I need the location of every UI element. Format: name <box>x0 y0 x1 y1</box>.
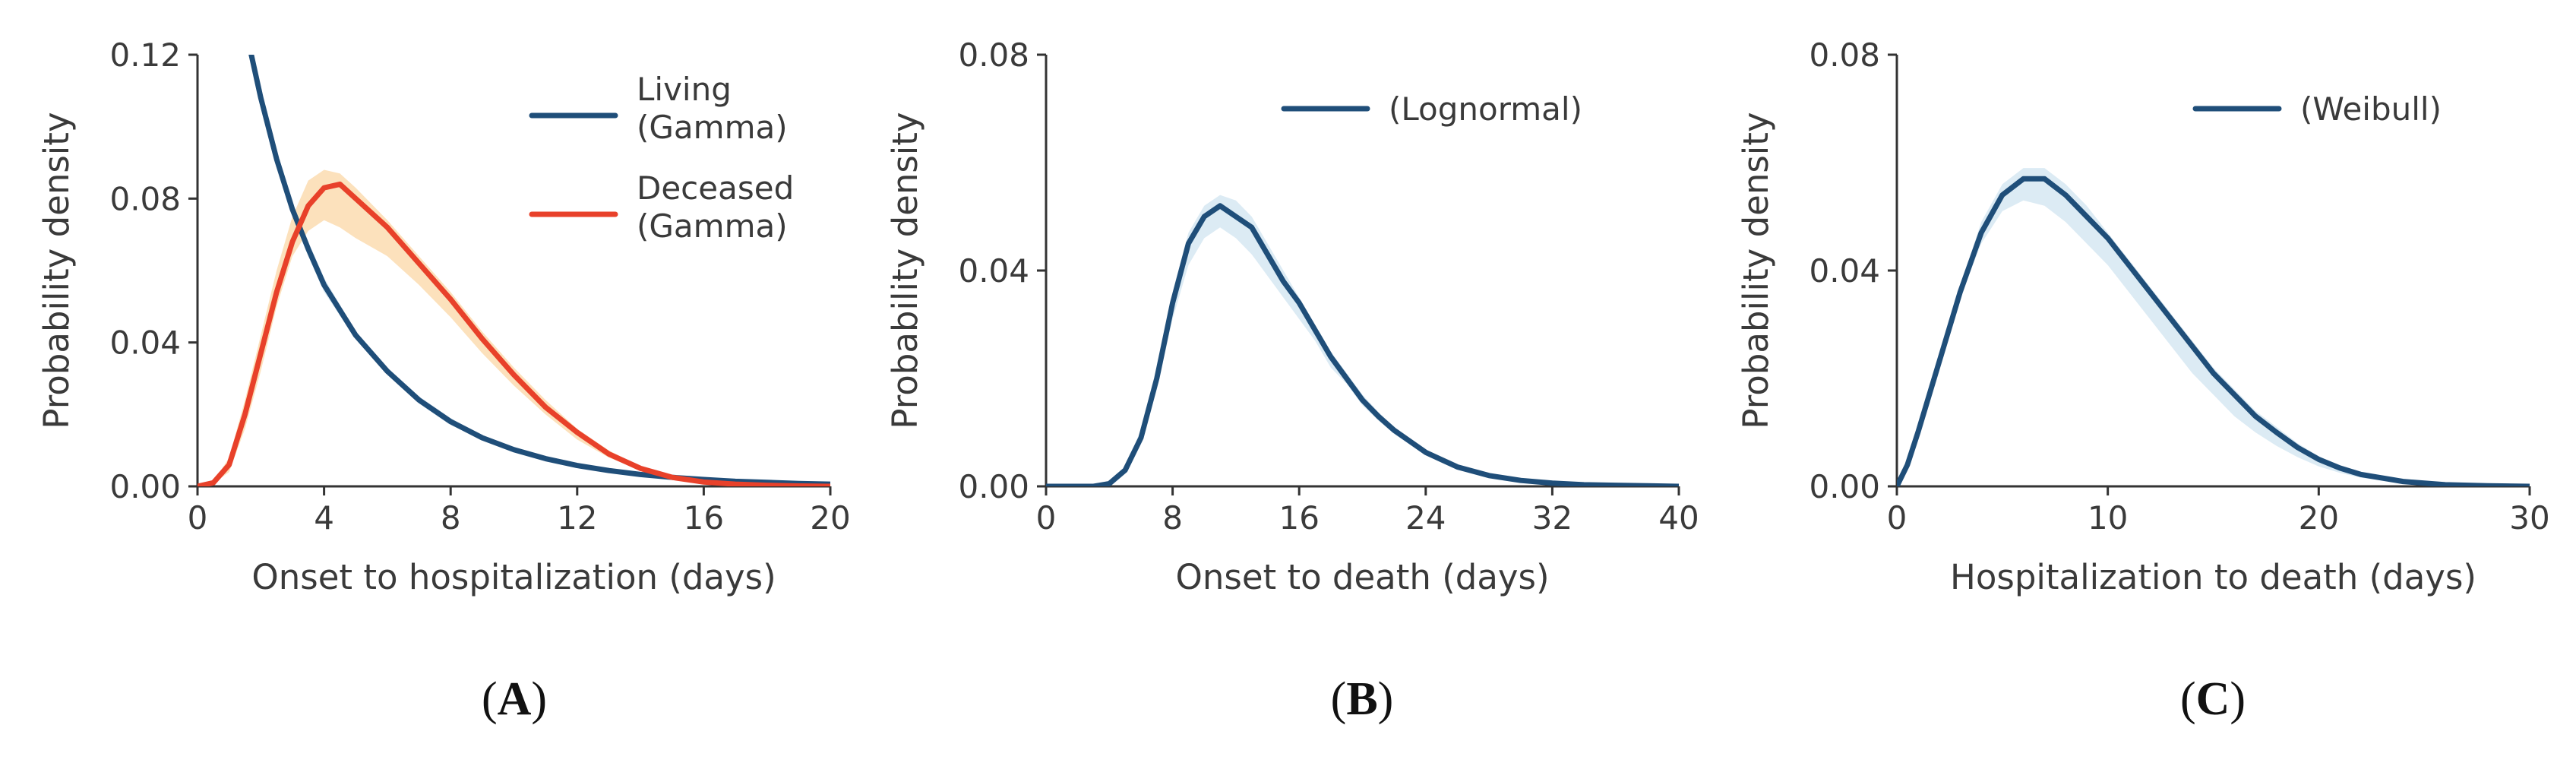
legend-label-1: (Gamma) <box>637 207 788 245</box>
x-tick-label: 40 <box>1658 499 1699 537</box>
x-axis-label: Hospitalization to death (days) <box>1950 557 2476 597</box>
x-tick-label: 16 <box>684 499 724 537</box>
panel-label: (C) <box>2180 673 2246 725</box>
x-axis-label: Onset to death (days) <box>1175 557 1549 597</box>
chart-panel-c: 0 10 20 30 0.00 0.04 0.08 Hospitalization to de… <box>1736 36 2550 725</box>
legend-label-0: (Lognormal) <box>1389 90 1582 128</box>
x-tick-label: 32 <box>1532 499 1572 537</box>
y-tick-label: 0.08 <box>1809 36 1880 74</box>
y-tick-label: 0.00 <box>1809 468 1880 505</box>
series-line-0 <box>1046 203 1679 486</box>
y-axis-label: Probability density <box>885 112 925 429</box>
plot-area <box>198 55 830 486</box>
chart-panel-a: 0 4 8 12 16 20 0.00 0.04 0.08 0.12 Onset to hospit… <box>36 36 851 725</box>
y-tick-label: 0.00 <box>958 468 1029 505</box>
x-tick-label: 8 <box>1162 499 1183 537</box>
x-tick-label: 4 <box>314 499 334 537</box>
plot-area <box>1897 168 2530 486</box>
x-tick-label: 10 <box>2088 499 2128 537</box>
y-axis-label: Probability density <box>36 112 77 429</box>
legend-label-1: Deceased <box>637 169 794 207</box>
x-tick-label: 30 <box>2509 499 2549 537</box>
y-tick-label: 0.08 <box>109 180 181 217</box>
panel-letter: C <box>2196 673 2230 725</box>
legend-label-0: (Gamma) <box>637 109 788 146</box>
plot-area <box>1046 195 1679 486</box>
panel-letter: A <box>498 673 532 725</box>
x-tick-label: 24 <box>1405 499 1446 537</box>
x-tick-label: 16 <box>1279 499 1319 537</box>
y-tick-label: 0.04 <box>109 324 181 362</box>
y-tick-label: 0.12 <box>109 36 181 74</box>
series-line-0 <box>1897 176 2530 486</box>
x-tick-label: 20 <box>2299 499 2339 537</box>
y-tick-label: 0.08 <box>958 36 1029 74</box>
y-axis-label: Probability density <box>1736 112 1776 429</box>
panel-label: (A) <box>482 673 547 725</box>
panel-letter: B <box>1346 673 1377 725</box>
panel-label: (B) <box>1331 673 1394 725</box>
y-tick-label: 0.04 <box>958 252 1029 290</box>
legend-label-0: Living <box>637 71 732 108</box>
y-tick-label: 0.00 <box>109 468 181 505</box>
x-tick-label: 8 <box>441 499 461 537</box>
x-tick-label: 0 <box>1036 499 1057 537</box>
chart-panel-b: 0 8 16 24 32 40 0.00 0.04 0.08 Onset to death (da… <box>885 36 1699 725</box>
x-tick-label: 0 <box>188 499 208 537</box>
x-tick-label: 0 <box>1887 499 1908 537</box>
x-axis-label: Onset to hospitalization (days) <box>251 557 776 597</box>
x-tick-label: 12 <box>557 499 597 537</box>
x-tick-label: 20 <box>810 499 850 537</box>
series-line-1 <box>198 181 830 486</box>
y-tick-label: 0.04 <box>1809 252 1880 290</box>
legend-label-0: (Weibull) <box>2300 90 2442 128</box>
